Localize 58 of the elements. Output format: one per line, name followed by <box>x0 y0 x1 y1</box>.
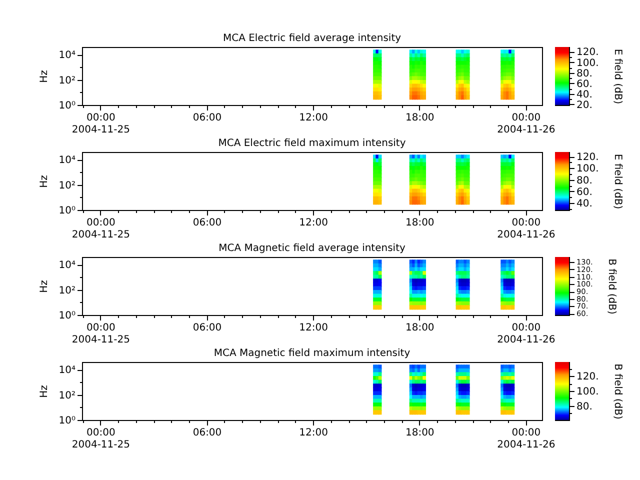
y-axis-title: Hz <box>38 70 50 83</box>
chart-title: MCA Electric field maximum intensity <box>218 138 406 149</box>
x-tick-label: 12:00 <box>299 218 328 228</box>
x-tick-label: 18:00 <box>405 112 434 124</box>
y-tick-label: 10⁰ <box>58 310 76 322</box>
color-bar-label: 100. <box>576 164 599 175</box>
color-bar-label: 20. <box>576 100 592 111</box>
color-bar-label: 40. <box>576 198 592 210</box>
y-tick-label: 10⁴ <box>58 260 76 272</box>
x-tick-label: 12:00 <box>299 322 328 334</box>
x-tick-label: 00:00 2004-11-25 <box>72 112 130 136</box>
x-tick-label: 18:00 <box>405 428 434 438</box>
x-tick-label: 12:00 <box>299 112 328 124</box>
chart-title: MCA Magnetic field average intensity <box>218 243 406 254</box>
color-bar-title: B field (dB) <box>612 364 623 420</box>
color-bar-label: 120. <box>576 372 599 383</box>
x-tick-label: 06:00 <box>192 322 222 334</box>
chart-title: MCA Magnetic field maximum intensity <box>214 348 410 359</box>
color-bar-label: 120. <box>576 152 599 164</box>
color-bar-label: 60. <box>576 78 592 90</box>
y-tick-label: 10² <box>58 285 76 296</box>
x-tick-label: 00:00 2004-11-26 <box>497 112 556 136</box>
x-tick-label: 06:00 <box>192 218 222 228</box>
color-bar-title: E field (dB) <box>612 154 623 210</box>
x-tick-label: 18:00 <box>405 322 434 334</box>
y-tick-label: 10⁴ <box>58 365 76 376</box>
y-axis-title: Hz <box>38 175 50 188</box>
color-bar-title: E field (dB) <box>612 48 623 104</box>
y-tick-label: 10⁴ <box>58 155 76 166</box>
color-bar-label: 120. <box>576 47 599 58</box>
y-axis-title: Hz <box>38 280 50 293</box>
x-tick-label: 00:00 2004-11-26 <box>497 322 556 346</box>
y-tick-label: 10² <box>58 75 76 86</box>
x-tick-label: 18:00 <box>405 218 434 228</box>
y-tick-label: 10⁰ <box>58 206 76 216</box>
x-tick-label: 00:00 2004-11-25 <box>72 218 130 240</box>
x-tick-label: 06:00 <box>192 112 222 124</box>
x-tick-label: 00:00 2004-11-25 <box>72 322 130 346</box>
color-bar-label: 80. <box>576 175 592 186</box>
y-axis-title: Hz <box>38 385 50 398</box>
x-tick-label: 12:00 <box>299 428 328 438</box>
color-bar-label: 80. <box>576 401 592 412</box>
y-tick-label: 10² <box>58 390 76 402</box>
y-tick-label: 10⁰ <box>58 416 76 426</box>
color-bar-title: B field (dB) <box>606 258 617 314</box>
y-tick-label: 10⁰ <box>58 100 76 112</box>
color-bar-label: 80. <box>576 68 592 80</box>
y-tick-label: 10⁴ <box>58 50 76 62</box>
x-tick-label: 00:00 2004-11-26 <box>497 218 556 240</box>
color-bar-label: 100. <box>576 386 599 398</box>
x-tick-label: 00:00 2004-11-25 <box>72 428 130 450</box>
chart-title: MCA Electric field average intensity <box>222 33 402 44</box>
color-bar-label: 60. <box>576 186 592 198</box>
color-bar-label: 40. <box>576 89 592 100</box>
x-tick-label: 00:00 2004-11-26 <box>497 428 556 450</box>
x-tick-label: 06:00 <box>192 428 222 438</box>
color-bar-label: 100. <box>576 58 599 69</box>
y-tick-label: 10² <box>58 180 76 192</box>
